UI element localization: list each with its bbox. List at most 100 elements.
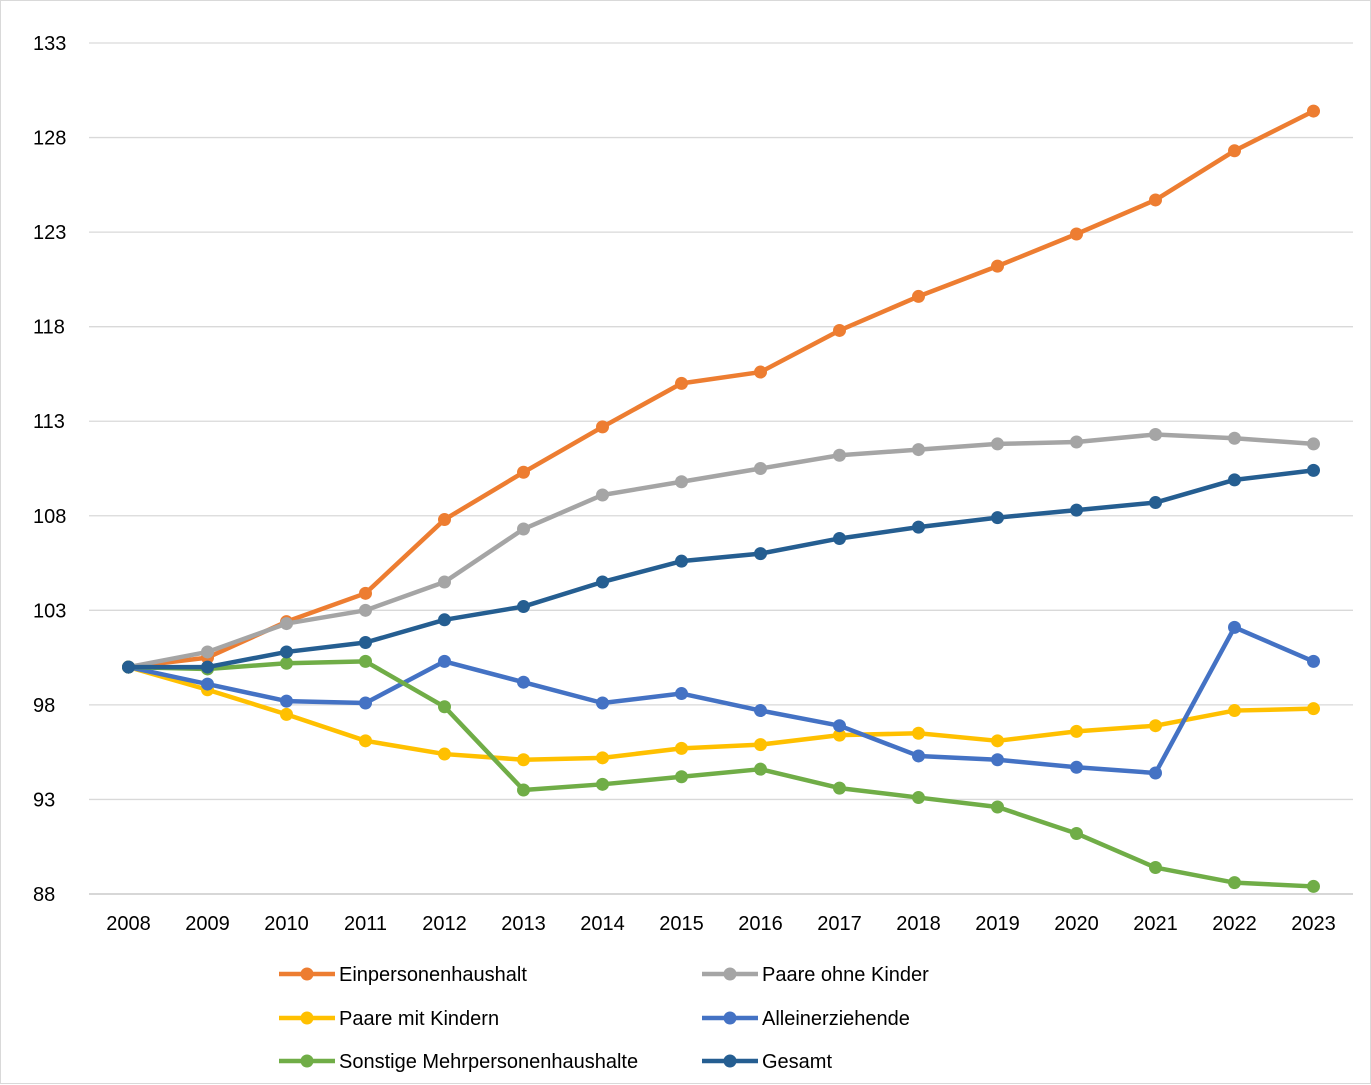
y-tick-label: 128 xyxy=(33,128,66,150)
x-tick-label: 2020 xyxy=(1054,913,1099,935)
data-point xyxy=(1228,473,1241,487)
y-tick-label: 123 xyxy=(33,222,66,244)
x-tick-label: 2010 xyxy=(264,913,309,935)
data-point xyxy=(675,741,688,755)
data-point xyxy=(359,635,372,649)
data-point xyxy=(201,645,214,659)
data-point xyxy=(517,600,530,614)
series-0 xyxy=(122,104,1320,674)
data-point xyxy=(754,738,767,752)
x-tick-label: 2012 xyxy=(422,913,467,935)
data-point xyxy=(438,575,451,589)
x-tick-label: 2009 xyxy=(185,913,230,935)
y-tick-label: 88 xyxy=(33,884,55,906)
data-point xyxy=(596,751,609,765)
legend-label: Paare ohne Kinder xyxy=(762,964,929,986)
x-tick-label: 2014 xyxy=(580,913,625,935)
data-point xyxy=(1070,227,1083,241)
data-point xyxy=(675,475,688,489)
data-point xyxy=(359,696,372,710)
data-point xyxy=(280,645,293,659)
legend-label: Einpersonenhaushalt xyxy=(339,964,527,986)
legend-item: Sonstige Mehrpersonenhaushalte xyxy=(279,1051,638,1073)
gridlines xyxy=(89,42,1353,895)
series-line xyxy=(126,108,1316,670)
x-tick-label: 2021 xyxy=(1133,913,1178,935)
data-point xyxy=(1228,876,1241,890)
data-point xyxy=(359,654,372,668)
data-point xyxy=(596,696,609,710)
legend-swatch-marker xyxy=(300,967,314,981)
data-point xyxy=(754,762,767,776)
data-point xyxy=(833,531,846,545)
data-point xyxy=(912,520,925,534)
data-point xyxy=(1149,766,1162,780)
series-5 xyxy=(122,463,1320,674)
data-point xyxy=(1149,861,1162,875)
data-point xyxy=(675,687,688,701)
data-point xyxy=(912,289,925,303)
data-point xyxy=(1149,193,1162,207)
series-lines xyxy=(122,104,1320,893)
legend-item: Paare mit Kindern xyxy=(279,1008,499,1030)
series-line xyxy=(126,625,1316,776)
data-point xyxy=(1228,431,1241,445)
data-point xyxy=(754,462,767,475)
data-point xyxy=(912,749,925,763)
y-tick-label: 103 xyxy=(33,600,66,622)
x-tick-label: 2018 xyxy=(896,913,941,935)
legend-label: Gesamt xyxy=(762,1051,832,1073)
data-point xyxy=(596,488,609,502)
y-tick-label: 108 xyxy=(33,506,66,528)
data-point xyxy=(1070,724,1083,738)
legend-swatch-marker xyxy=(723,1054,737,1068)
data-point xyxy=(1307,463,1320,477)
data-point xyxy=(991,753,1004,767)
data-point xyxy=(833,448,846,462)
x-tick-label: 2011 xyxy=(344,913,387,935)
data-point xyxy=(833,719,846,733)
legend-swatch-marker xyxy=(300,1011,314,1025)
y-axis-tick-labels: 133 128 123 118 113 108 103 98 93 88 xyxy=(33,33,66,906)
data-point xyxy=(438,747,451,761)
x-axis-tick-labels: 2008 2009 2010 2011 2012 2013 2014 2015 2016 2017… xyxy=(106,913,1336,935)
legend: Einpersonenhaushalt Paare ohne Kinder Paar… xyxy=(279,964,929,1073)
data-point xyxy=(280,694,293,708)
data-point xyxy=(438,613,451,627)
data-point xyxy=(833,323,846,337)
series-3 xyxy=(122,620,1320,780)
data-point xyxy=(754,365,767,379)
legend-label: Sonstige Mehrpersonenhaushalte xyxy=(339,1051,638,1073)
x-tick-label: 2013 xyxy=(501,913,546,935)
data-point xyxy=(991,800,1004,814)
y-tick-label: 118 xyxy=(33,317,65,339)
data-point xyxy=(517,465,530,479)
series-4 xyxy=(122,654,1320,893)
data-point xyxy=(596,420,609,434)
data-point xyxy=(833,728,846,742)
x-tick-label: 2017 xyxy=(817,913,862,935)
data-point xyxy=(1149,427,1162,441)
data-point xyxy=(517,675,530,689)
legend-item: Alleinerziehende xyxy=(702,1008,910,1030)
data-point xyxy=(359,603,372,617)
data-point xyxy=(1070,503,1083,517)
x-tick-label: 2016 xyxy=(738,913,783,935)
y-tick-label: 98 xyxy=(33,695,55,717)
data-point xyxy=(991,511,1004,525)
x-tick-label: 2019 xyxy=(975,913,1020,935)
data-point xyxy=(280,707,293,721)
x-tick-label: 2022 xyxy=(1212,913,1257,935)
series-line xyxy=(126,468,1316,670)
data-point xyxy=(1228,704,1241,718)
data-point xyxy=(675,554,688,568)
data-point xyxy=(359,586,372,600)
series-line xyxy=(126,664,1316,762)
legend-label: Paare mit Kindern xyxy=(339,1008,499,1030)
data-point xyxy=(280,617,293,631)
legend-item: Paare ohne Kinder xyxy=(702,964,929,986)
data-point xyxy=(1228,144,1241,158)
data-point xyxy=(675,376,688,390)
data-point xyxy=(1228,620,1241,634)
